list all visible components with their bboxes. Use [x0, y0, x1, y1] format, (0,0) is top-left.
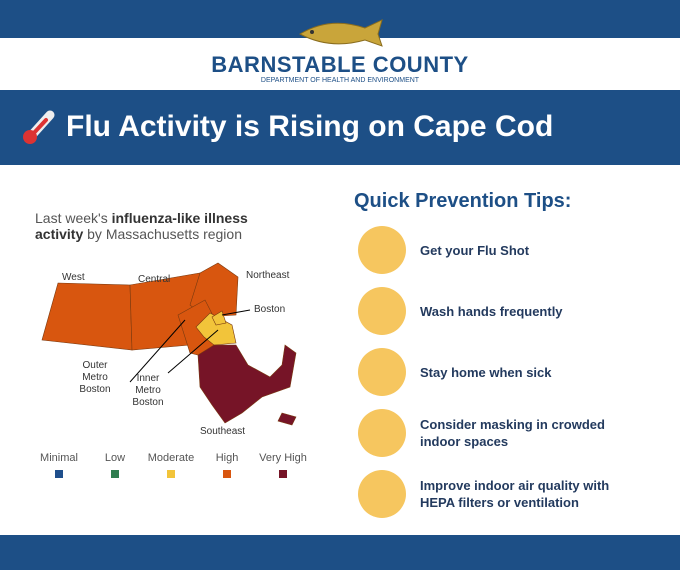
caption-bold: activity	[35, 226, 84, 242]
legend-swatch	[55, 470, 63, 478]
region-label: Boston	[254, 304, 286, 315]
region-inner	[195, 312, 237, 346]
region-label: Boston	[132, 397, 164, 408]
legend-label: Moderate	[147, 452, 195, 464]
caption-line: activity by Massachusetts region	[35, 226, 248, 242]
legend-label: Low	[104, 452, 126, 464]
pointer	[129, 319, 186, 383]
tip-text: Get your Flu Shot	[420, 242, 530, 258]
legend-swatch	[223, 470, 231, 478]
fish-logo	[298, 19, 383, 47]
legend-label: High	[215, 452, 239, 464]
caption-line: Last week's influenza-like illness	[35, 210, 248, 226]
region-label: Southeast	[200, 426, 246, 437]
region-label: West	[62, 272, 85, 283]
pointer	[167, 329, 219, 374]
dept-name: DEPARTMENT OF HEALTH AND ENVIRONMENT	[260, 77, 420, 84]
map-caption: Last week's influenza-like illness activ…	[35, 210, 248, 242]
title: Flu Activity is Rising on Cape Cod	[66, 110, 554, 143]
tip-icon-circle	[358, 348, 406, 396]
caption-text: Last week's	[35, 210, 112, 226]
tip-text: HEPA filters or ventilation	[420, 495, 579, 510]
region-southeast	[197, 344, 297, 424]
island	[277, 412, 297, 426]
region-west	[41, 282, 133, 351]
caption-bold: influenza-like illness	[111, 210, 248, 226]
region-label: Outer	[82, 360, 108, 371]
tip-icon-circle	[358, 226, 406, 274]
tip-text: indoor spaces	[420, 434, 509, 449]
tip-icon-circle	[358, 409, 406, 457]
org-name: BARNSTABLE COUNTY	[211, 52, 469, 77]
tip-icon-circle	[358, 287, 406, 335]
region-label: Inner	[136, 373, 160, 384]
legend-label: Very High	[259, 452, 307, 464]
caption-text: by Massachusetts region	[83, 226, 242, 242]
region-label: Metro	[135, 385, 161, 396]
region-label: Metro	[82, 372, 108, 383]
tip-text: Stay home when sick	[420, 364, 552, 380]
legend-swatch	[279, 470, 287, 478]
title-band	[0, 90, 680, 165]
tip-text: Improve indoor air quality with	[420, 478, 610, 493]
thermometer-icon	[23, 110, 55, 144]
bottom-band	[0, 535, 680, 570]
region-label: Boston	[79, 384, 111, 395]
tip-icon-circle	[358, 470, 406, 518]
legend-label: Minimal	[40, 452, 78, 464]
legend-swatch	[167, 470, 175, 478]
legend-swatch	[111, 470, 119, 478]
pointer	[221, 309, 251, 316]
ma-map	[41, 262, 297, 426]
tips-heading: Quick Prevention Tips:	[354, 190, 572, 212]
tip-text: Wash hands frequently	[420, 303, 563, 319]
tip-text: Consider masking in crowded	[420, 417, 605, 432]
region-label: Central	[138, 274, 171, 285]
region-label: Northeast	[246, 270, 290, 281]
